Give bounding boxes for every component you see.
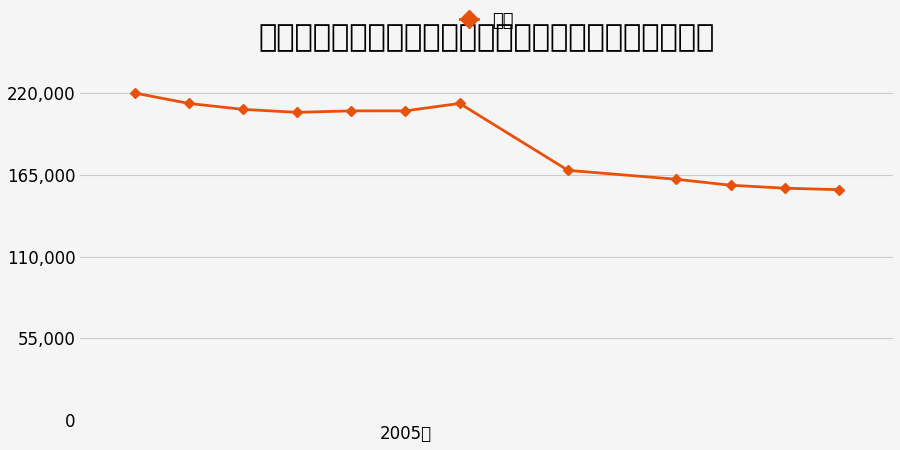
価格 — [779, 185, 790, 191]
価格 — [833, 187, 844, 192]
価格 — [346, 108, 356, 113]
価格 — [184, 101, 194, 106]
価格 — [292, 110, 302, 115]
価格 — [562, 168, 573, 173]
Title: 大阪府大阪市西淀川区御幣島４丁目３９番３の地価推移: 大阪府大阪市西淀川区御幣島４丁目３９番３の地価推移 — [258, 23, 715, 52]
価格 — [671, 176, 682, 182]
Line: 価格: 価格 — [131, 90, 842, 193]
価格 — [454, 101, 465, 106]
価格 — [238, 107, 248, 112]
価格 — [130, 90, 140, 96]
価格 — [400, 108, 411, 113]
価格 — [725, 183, 736, 188]
Legend: 価格: 価格 — [453, 4, 521, 37]
